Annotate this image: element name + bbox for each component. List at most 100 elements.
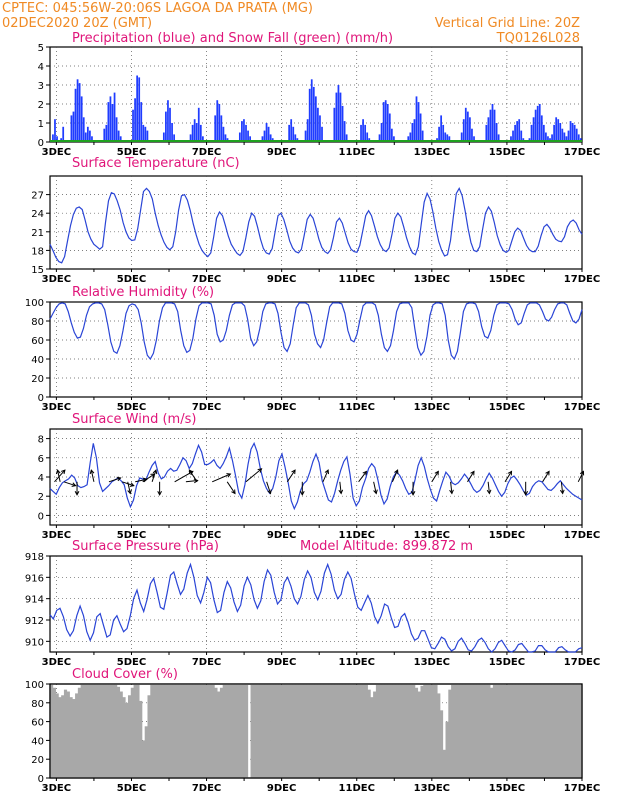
cloud-bar (66, 691, 70, 778)
precip-bar (360, 124, 362, 142)
x-tick-label: 7DEC (192, 274, 221, 285)
cloud-bar (153, 684, 157, 778)
precip-bar (173, 134, 175, 142)
y-tick-label: 2 (38, 100, 44, 111)
wind-arrow (188, 469, 198, 483)
precip-bar (214, 115, 217, 142)
cloud-bar (490, 687, 494, 778)
precip-bar (473, 136, 475, 142)
precip-bar (241, 121, 243, 142)
cloud-bar (233, 684, 238, 778)
precip-bar (530, 124, 533, 142)
precip-bar (440, 115, 443, 142)
precip-bar (341, 105, 344, 142)
cloud-bar (311, 684, 316, 778)
precip-bar (72, 111, 75, 142)
cloud-bar (565, 684, 569, 778)
cloud-bar (439, 710, 444, 778)
cloud-bar (125, 702, 129, 778)
cloud-bar (314, 684, 318, 778)
x-tick-label: 7DEC (192, 402, 221, 413)
cloud-bar (473, 684, 477, 778)
cloud-bar (122, 697, 126, 778)
cloud-bar (219, 687, 224, 778)
cloud-bar (108, 684, 112, 778)
cloud-bar (331, 684, 335, 778)
wind-arrow (57, 469, 61, 482)
y-tick-label: 18 (31, 246, 44, 257)
wind-arrow (127, 481, 131, 494)
panel-title: Precipitation (blue) and Snow Fall (gree… (72, 31, 393, 46)
cloud-bar (381, 684, 385, 778)
cloud-bar (272, 684, 277, 778)
wind-arrow (151, 469, 157, 482)
precip-bar (393, 136, 395, 142)
wind-arrow-head (257, 468, 263, 473)
cloud-bar (478, 684, 483, 778)
cloud-bar (86, 684, 90, 778)
cloud-bar (88, 684, 93, 778)
precip-bar (86, 126, 89, 142)
wind-arrow (63, 481, 76, 487)
panel-temperature: Surface Temperature (nC) 15 18 21 24 27 3DEC 5D… (31, 156, 600, 285)
cloud-bar (462, 684, 466, 778)
y-tick-label: 916 (25, 573, 44, 584)
cloud-bar (228, 684, 232, 778)
wind-arrow (226, 481, 236, 494)
x-tick-label: 7DEC (192, 530, 221, 541)
precip-bar (421, 130, 424, 142)
cloud-bar (328, 684, 332, 778)
y-tick-label: 0 (38, 774, 44, 785)
cloud-bar (303, 684, 307, 778)
precip-bar (571, 123, 574, 142)
precip-bar (54, 119, 56, 142)
cloud-bar (554, 684, 558, 778)
cloud-bar (94, 684, 98, 778)
x-tick-label: 3DEC (42, 402, 71, 413)
cloud-bar (412, 684, 416, 778)
cloud-bar (83, 684, 87, 778)
precip-bar (243, 119, 245, 142)
wind-arrow (322, 469, 329, 483)
cloud-bar (161, 684, 165, 778)
wind-arrow-head (362, 470, 368, 476)
precip-bar (82, 117, 85, 142)
y-tick-label: 27 (31, 191, 44, 202)
precip-bar (310, 79, 313, 142)
precip-bar (265, 123, 268, 142)
x-tick-label: 17DEC (564, 783, 600, 794)
precip-bar (107, 102, 110, 142)
cloud-bar (403, 684, 407, 778)
x-tick-label: 13DEC (414, 530, 450, 541)
cloud-bar (130, 687, 134, 778)
cloud-bar (568, 684, 572, 778)
cloud-bar (133, 684, 137, 778)
cloud-bar (155, 684, 160, 778)
wind-arrow (108, 477, 121, 483)
precip-bar (138, 77, 141, 142)
precip-bar (216, 100, 219, 142)
precip-bar (189, 134, 192, 142)
precip-bar (89, 130, 91, 142)
wind-arrow-head (267, 489, 272, 495)
wind-arrow-head (559, 489, 565, 495)
cloud-bar (309, 684, 313, 778)
cloud-bar (431, 684, 435, 778)
cloud-bar (498, 684, 502, 778)
x-tick-label: 11DEC (339, 783, 375, 794)
x-tick-label: 5DEC (117, 147, 146, 158)
cloud-bar (116, 686, 121, 778)
wind-arrow (142, 473, 155, 483)
cloud-bar (203, 684, 207, 778)
panel-humidity: Relative Humidity (%) 0 20 40 60 80 100 3DEC 5DE… (25, 285, 600, 413)
cloud-bar (114, 684, 118, 778)
precip-bar (343, 121, 346, 142)
precip-bar (489, 109, 492, 142)
precip-bar (312, 86, 315, 142)
precip-bar (514, 124, 516, 142)
y-tick-label: 4 (38, 473, 44, 484)
x-tick-label: 9DEC (267, 530, 296, 541)
cloud-bar (166, 684, 171, 778)
wind-arrow-head (89, 469, 95, 475)
precip-bar (471, 128, 473, 142)
